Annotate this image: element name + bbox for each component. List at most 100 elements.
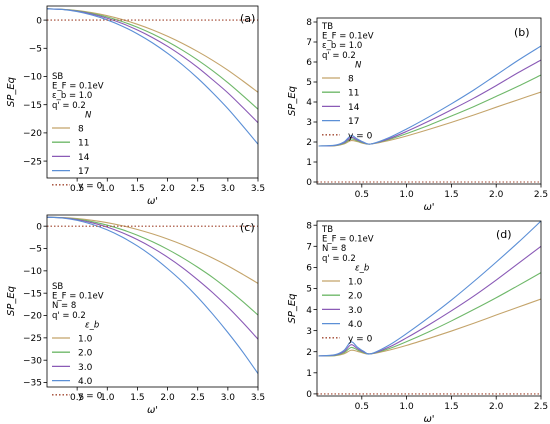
legend-heading-line: q' = 0.2 [52,101,86,111]
y-tick-label: 6 [306,58,312,68]
series-line-2 [318,59,541,147]
x-tick-label: 1.5 [444,190,458,200]
y-tick-label: −25 [23,334,42,344]
chart-panel-b: 0.5 1.0 1.5 2.0 2.5 0 1 2 3 4 5 6 7 8 ω' SP_Eq (b) TBE_F … [287,17,548,213]
x-tick-label: 2.0 [160,393,175,403]
legend-heading-line: N [85,110,92,120]
x-axis-label: ω' [423,202,434,213]
y-tick-label: −5 [29,245,42,255]
legend-heading-line: q' = 0.2 [322,254,356,264]
legend-entry-label: 2.0 [348,292,363,302]
y-tick-label: −10 [23,267,42,277]
series-line-0 [318,91,541,147]
legend-entry-label: 17 [348,117,359,127]
legend-entry-label: 1.0 [348,278,363,288]
series-line-3 [318,221,541,357]
y-tick-label: 5 [306,285,312,295]
chart-panel-a: 0.5 1.0 1.5 2.0 2.5 3.0 3.5 0 −5 −10 −15 −20 −25 ω' SP… [6,5,265,207]
legend-heading-line: E_F = 0.1eV [52,82,104,92]
panel-label: (c) [240,221,255,234]
legend-entry-label: 11 [348,89,359,99]
legend-heading-line: TB [321,22,333,32]
y-tick-label: 1 [306,369,312,379]
x-tick-label: 3.0 [221,393,236,403]
x-tick-label: 2.0 [160,184,175,194]
axes-frame [46,214,259,388]
y-tick-label: 2 [306,348,312,358]
y-tick-label: −25 [23,157,42,167]
series-line-1 [318,74,541,147]
legend-entry-label: 4.0 [348,320,363,330]
x-tick-label: 2.0 [489,190,504,200]
legend-heading-line: q' = 0.2 [322,51,356,61]
y-tick-label: 2 [306,138,312,148]
y-tick-label: 7 [306,243,312,253]
x-tick-label: 3.5 [251,184,265,194]
x-axis-label: ω' [147,405,158,416]
x-axis-label: ω' [147,196,158,207]
x-tick-label: 1.0 [399,402,414,412]
y-axis-label: SP_Eq [6,286,17,316]
legend-entry-label: 11 [78,139,89,149]
legend-entry-label: 4.0 [78,377,93,387]
y-tick-label: 3 [306,118,312,128]
series-line-2 [318,245,541,357]
panel-label: (d) [496,228,512,241]
x-axis-label: ω' [423,414,434,424]
y-tick-label: 8 [306,18,312,28]
legend-entry-label: y = 0 [78,181,103,191]
y-tick-label: 5 [306,78,312,88]
y-tick-label: 0 [36,222,42,232]
y-tick-label: 4 [306,98,312,108]
y-tick-label: 0 [306,178,312,188]
legend-heading-line: N [355,60,362,70]
x-tick-label: 0.5 [355,402,369,412]
series-line-2 [47,216,258,340]
x-tick-label: 2.0 [489,402,504,412]
x-tick-label: 1.5 [130,184,144,194]
y-tick-label: 7 [306,38,312,48]
legend-heading-line: SB [52,72,63,82]
y-tick-label: −35 [23,379,42,389]
x-tick-label: 3.5 [251,393,265,403]
x-tick-label: 1.0 [100,393,115,403]
legend-entry-label: 8 [78,125,84,135]
legend-entry-label: 17 [78,167,89,177]
y-tick-label: −20 [23,312,42,322]
legend-heading-line: E_F = 0.1eV [52,292,104,302]
y-tick-label: −5 [29,44,42,54]
legend-entry-label: 14 [78,153,90,163]
x-tick-label: 0.5 [70,393,84,403]
legend-entry-label: y = 0 [78,391,103,401]
series-line-3 [47,8,258,145]
x-tick-label: 0.5 [70,184,84,194]
y-tick-label: 3 [306,327,312,337]
y-tick-label: 0 [36,16,42,26]
y-tick-label: 1 [306,158,312,168]
series-line-0 [318,298,541,357]
series-line-3 [318,45,541,147]
x-tick-label: 2.5 [534,190,548,200]
legend-entry-label: 1.0 [78,335,93,345]
x-tick-label: 1.5 [444,402,458,412]
series-line-0 [47,8,258,93]
x-tick-label: 3.0 [221,184,236,194]
y-tick-label: 0 [306,390,312,400]
x-tick-label: 2.5 [534,402,548,412]
legend-heading-line: E_F = 0.1eV [322,235,374,245]
legend-heading-line: ε_b [85,320,99,330]
y-tick-label: −30 [23,356,42,366]
series-line-1 [318,272,541,357]
panel-label: (a) [240,12,255,25]
legend-entry-label: y = 0 [348,334,373,344]
x-tick-label: 0.5 [355,190,369,200]
legend-entry-label: 14 [348,103,360,113]
x-tick-label: 2.5 [191,393,205,403]
x-tick-label: 1.5 [130,393,144,403]
legend-entry-label: 3.0 [348,306,363,316]
legend-heading-line: N = 8 [322,244,346,254]
y-tick-label: 6 [306,264,312,274]
legend-heading-line: ε_b = 1.0 [52,91,92,101]
legend-entry-label: y = 0 [348,131,373,141]
